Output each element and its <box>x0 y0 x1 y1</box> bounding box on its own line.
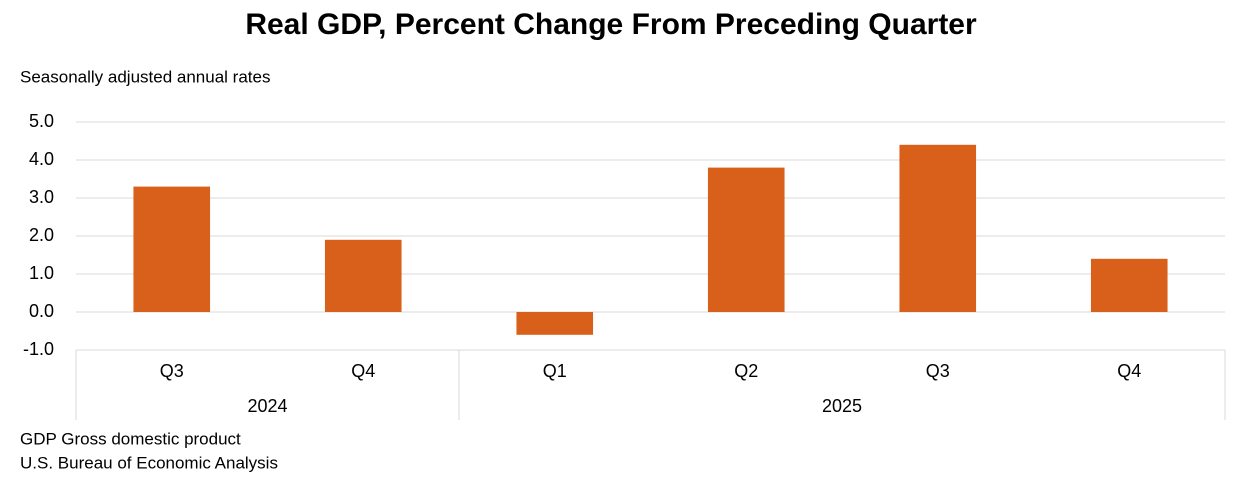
bar <box>899 144 977 312</box>
x-group-label: 2025 <box>822 396 862 416</box>
bar <box>516 312 594 335</box>
footnote: GDP Gross domestic product <box>20 429 241 448</box>
x-tick-label: Q1 <box>543 361 567 381</box>
y-tick-label: 0.0 <box>29 301 54 321</box>
x-tick-label: Q3 <box>160 361 184 381</box>
y-tick-label: 2.0 <box>29 225 54 245</box>
x-tick-label: Q4 <box>1117 361 1141 381</box>
y-tick-label: 1.0 <box>29 263 54 283</box>
y-tick-label: 3.0 <box>29 187 54 207</box>
footnote: U.S. Bureau of Economic Analysis <box>20 453 278 472</box>
x-tick-label: Q4 <box>351 361 375 381</box>
y-tick-label: 5.0 <box>29 111 54 131</box>
bar <box>133 186 211 312</box>
y-tick-label: -1.0 <box>23 339 54 359</box>
chart-subtitle: Seasonally adjusted annual rates <box>20 67 270 86</box>
bar <box>707 167 785 312</box>
x-tick-label: Q2 <box>734 361 758 381</box>
x-group-label: 2024 <box>247 396 287 416</box>
chart-title: Real GDP, Percent Change From Preceding … <box>245 8 977 41</box>
bar <box>324 239 402 312</box>
x-tick-label: Q3 <box>926 361 950 381</box>
y-tick-label: 4.0 <box>29 149 54 169</box>
bar <box>1090 258 1168 312</box>
